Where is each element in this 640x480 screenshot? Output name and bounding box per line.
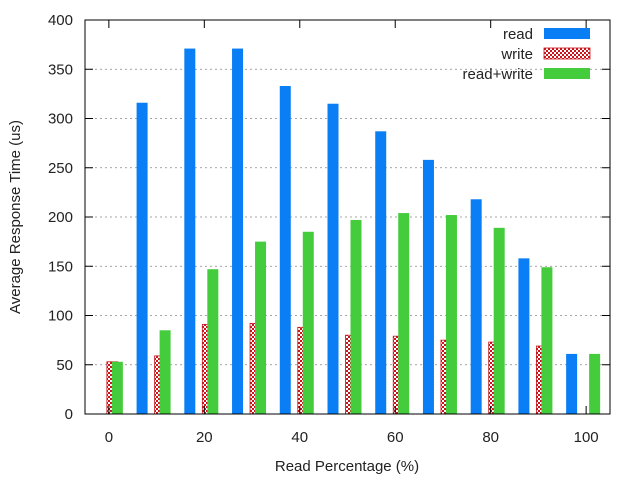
bar-read <box>232 48 244 414</box>
bar-read-write <box>398 213 410 414</box>
bar-read-write <box>493 227 505 414</box>
x-axis-title: Read Percentage (%) <box>275 458 419 475</box>
y-tick-label: 300 <box>48 111 73 128</box>
bar-read <box>566 353 578 414</box>
y-tick-label: 100 <box>48 308 73 325</box>
bar-read-write <box>302 231 314 414</box>
legend-swatch <box>543 47 591 60</box>
bar-read <box>184 48 196 414</box>
legend-label: write <box>500 46 533 63</box>
x-tick-label: 0 <box>105 429 113 446</box>
legend-swatch <box>544 68 590 79</box>
legend: read write read+write <box>463 26 591 83</box>
bar-read-write <box>111 361 123 414</box>
legend-label: read+write <box>463 66 533 83</box>
y-tick-label: 400 <box>48 12 73 29</box>
bar-read-write <box>159 330 171 414</box>
x-tick-label: 20 <box>196 429 213 446</box>
y-tick-label: 0 <box>65 406 73 423</box>
y-tick-label: 150 <box>48 258 73 275</box>
axis-ticks: 0 50 100 150 200 250 300 350 400 0 20 40 60 80 100 <box>48 12 610 446</box>
grid-lines <box>85 68 610 366</box>
bar-read <box>136 102 148 415</box>
y-tick-label: 350 <box>48 61 73 78</box>
x-tick-label: 80 <box>482 429 499 446</box>
bar-read <box>327 103 339 414</box>
bar-read <box>470 199 482 414</box>
bar-read <box>518 258 530 414</box>
y-tick-label: 250 <box>48 160 73 177</box>
x-tick-label: 60 <box>387 429 404 446</box>
bar-read <box>279 85 291 415</box>
x-tick-label: 100 <box>574 429 599 446</box>
x-tick-label: 40 <box>291 429 308 446</box>
bar-read <box>375 131 387 414</box>
bars <box>106 48 601 415</box>
bar-read-write <box>445 215 457 414</box>
y-axis-title: Average Response Time (us) <box>7 120 24 314</box>
y-tick-label: 50 <box>56 357 73 374</box>
bar-read-write <box>255 241 267 414</box>
bar-read-write <box>207 269 219 414</box>
legend-swatch <box>544 28 590 39</box>
legend-label: read <box>503 26 533 43</box>
bar-read-write <box>350 219 362 414</box>
bar-read-write <box>541 267 553 414</box>
bar-read <box>422 159 434 414</box>
y-tick-label: 200 <box>48 209 73 226</box>
bar-read-write <box>589 353 601 414</box>
